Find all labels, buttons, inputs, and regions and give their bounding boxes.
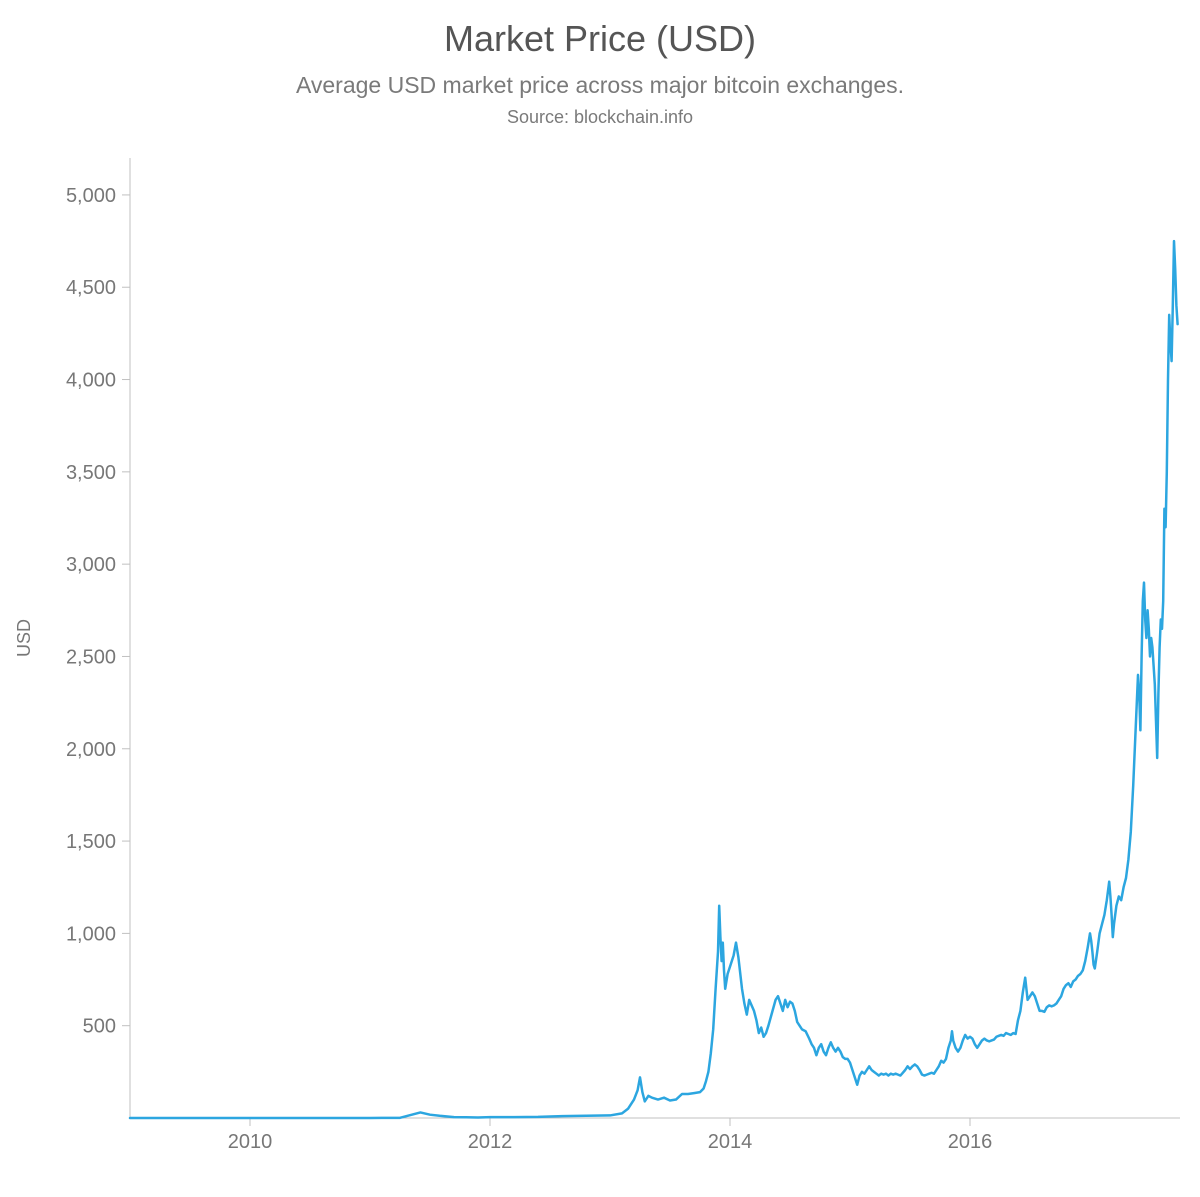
chart-container: Market Price (USD) Average USD market pr… <box>0 0 1200 1197</box>
y-tick-label: 1,500 <box>66 831 116 853</box>
y-tick-label: 2,500 <box>66 646 116 668</box>
y-tick-label: 4,000 <box>66 370 116 392</box>
y-axis-label: USD <box>14 619 34 657</box>
chart-title: Market Price (USD) <box>0 18 1200 60</box>
chart-svg: 500 1,000 1,500 2,000 2,500 3,000 3,500 4,000 4,… <box>0 128 1200 1168</box>
y-tick-label: 1,000 <box>66 923 116 945</box>
chart-subtitle: Average USD market price across major bi… <box>0 72 1200 99</box>
y-tick-label: 3,000 <box>66 554 116 576</box>
price-line <box>130 241 1178 1118</box>
y-tick-label: 500 <box>83 1016 116 1038</box>
x-tick-label: 2016 <box>948 1131 993 1153</box>
y-tick-label: 3,500 <box>66 462 116 484</box>
y-tick-label: 4,500 <box>66 277 116 299</box>
x-tick-label: 2014 <box>708 1131 753 1153</box>
y-tick-label: 2,000 <box>66 739 116 761</box>
chart-source: Source: blockchain.info <box>0 107 1200 128</box>
x-tick-label: 2010 <box>228 1131 273 1153</box>
x-tick-label: 2012 <box>468 1131 513 1153</box>
chart-header: Market Price (USD) Average USD market pr… <box>0 0 1200 128</box>
y-tick-label: 5,000 <box>66 185 116 207</box>
